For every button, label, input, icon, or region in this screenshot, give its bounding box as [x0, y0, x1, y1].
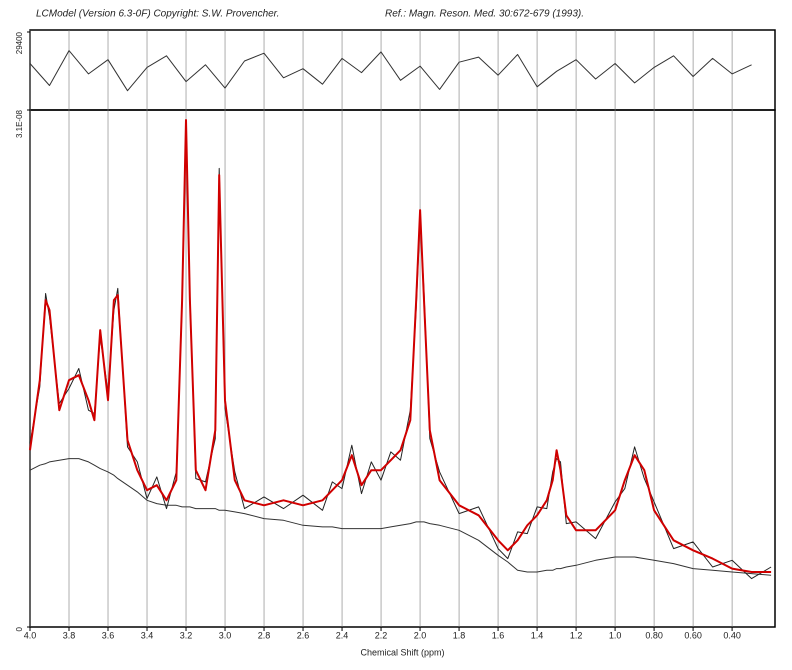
x-tick-label: 2.6: [297, 630, 310, 640]
series-line: [29, 126, 772, 580]
x-tick-label: 3.8: [63, 630, 76, 640]
x-tick-label: 3.2: [180, 630, 193, 640]
program-credit: LCModel (Version 6.3-0F) Copyright: S.W.…: [36, 9, 279, 20]
y-tick-label: 29400: [15, 31, 24, 54]
plot-frame: [29, 109, 776, 628]
x-tick-label: 0.60: [684, 630, 702, 640]
x-tick-label: 0.80: [645, 630, 663, 640]
series-line: [29, 119, 772, 573]
x-tick-label: 2.2: [375, 630, 388, 640]
x-tick-label: 1.8: [453, 630, 466, 640]
y-tick-label: 0: [15, 626, 24, 631]
series-line: [29, 50, 752, 92]
x-tick-label: 1.2: [570, 630, 583, 640]
series-line: [29, 458, 772, 576]
x-tick-label: 1.0: [609, 630, 622, 640]
x-tick-label: 2.4: [336, 630, 349, 640]
x-tick-label: 3.4: [141, 630, 154, 640]
x-tick-label: 2.0: [414, 630, 427, 640]
x-axis-label: Chemical Shift (ppm): [360, 647, 444, 657]
x-tick-label: 4.0: [24, 630, 37, 640]
residual-frame: [29, 29, 776, 111]
x-tick-label: 1.6: [492, 630, 505, 640]
x-tick-label: 3.0: [219, 630, 232, 640]
x-tick-label: 2.8: [258, 630, 271, 640]
y-tick-label: 3.1E-08: [15, 109, 24, 138]
x-tick-label: 1.4: [531, 630, 544, 640]
reference: Ref.: Magn. Reson. Med. 30:672-679 (1993…: [385, 9, 584, 20]
x-tick-label: 0.40: [723, 630, 741, 640]
x-tick-label: 3.6: [102, 630, 115, 640]
